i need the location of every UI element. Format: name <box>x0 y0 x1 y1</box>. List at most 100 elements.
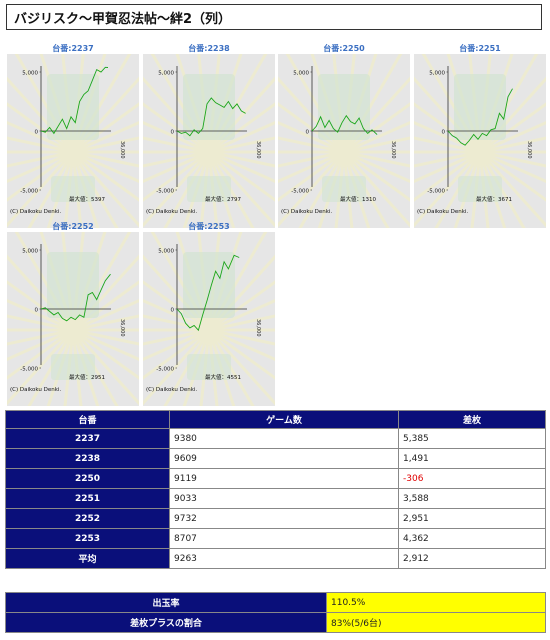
summary-label: 差枚プラスの割合 <box>5 612 327 633</box>
coin-diff: 1,491 <box>398 448 546 469</box>
y-tick-label: -5,000 <box>291 189 309 195</box>
graph-watermark-panel <box>187 354 231 380</box>
table-row: 2237 9380 5,385 <box>5 428 546 449</box>
copyright-label: (C) Daikoku Denki. <box>417 209 468 215</box>
x-end-label: 36,000 <box>119 319 125 337</box>
table-row: 2252 9732 2,951 <box>5 508 546 529</box>
game-count: 9609 <box>169 448 399 469</box>
slot-graph: 5,000 0 -5,000 36,000 最大値：5397 (C) Daikoku De… <box>7 54 139 228</box>
slot-graph: 5,000 0 -5,000 36,000 最大値：4551 (C) Daikoku De… <box>143 232 275 406</box>
slot-graph: 5,000 0 -5,000 36,000 最大値：3671 (C) Daikoku De… <box>414 54 546 228</box>
max-value-label: 最大値：2797 <box>205 195 241 203</box>
table-row: 2253 8707 4,362 <box>5 528 546 549</box>
max-value-label: 最大値：4551 <box>205 373 241 381</box>
machine-label: 台番:2251 <box>459 44 501 53</box>
y-tick-label: 0 <box>306 130 310 136</box>
graph-watermark-panel <box>322 176 366 202</box>
y-tick-label: -5,000 <box>20 367 38 373</box>
series-line <box>176 254 240 332</box>
slot-graph: 5,000 0 -5,000 36,000 最大値：2951 (C) Daikoku De… <box>7 232 139 406</box>
machine-table: 台番 ゲーム数 差枚 2237 9380 5,385 2238 9609 1,491 225… <box>5 410 546 569</box>
game-count: 9033 <box>169 488 399 509</box>
y-tick-label: 0 <box>442 130 446 136</box>
machine-label: 台番:2253 <box>188 222 230 231</box>
machine-label: 台番:2238 <box>188 44 230 53</box>
summary-label: 出玉率 <box>5 592 327 613</box>
summary-value: 83%(5/6台) <box>326 612 546 633</box>
coin-diff: 2,912 <box>398 548 546 569</box>
machine-number: 2252 <box>5 508 170 529</box>
graph-watermark-panel <box>183 252 235 318</box>
page-title: バジリスク～甲賀忍法帖～絆2（列） <box>14 12 232 27</box>
game-count: 9119 <box>169 468 399 489</box>
y-tick-label: -5,000 <box>156 367 174 373</box>
y-tick-label: 5,000 <box>429 71 445 77</box>
summary-row: 差枚プラスの割合 83%(5/6台) <box>5 612 546 633</box>
graph-watermark-panel <box>51 354 95 380</box>
machine-label: 台番:2252 <box>52 222 94 231</box>
max-value-label: 最大値：1310 <box>340 195 376 203</box>
max-value-label: 最大値：2951 <box>69 373 105 381</box>
copyright-label: (C) Daikoku Denki. <box>10 209 61 215</box>
slot-graph-panel: 台番:2250 5,000 0 -5,000 36,000 最大値：1310 (C) Dai… <box>278 43 410 228</box>
y-tick-label: 5,000 <box>22 71 38 77</box>
machine-number: 2237 <box>5 428 170 449</box>
table-header-row: 台番 ゲーム数 差枚 <box>5 410 546 429</box>
summary-row: 出玉率 110.5% <box>5 592 546 613</box>
summary-value: 110.5% <box>326 592 546 613</box>
header-diff: 差枚 <box>398 410 546 429</box>
x-end-label: 36,000 <box>255 141 261 159</box>
game-count: 9732 <box>169 508 399 529</box>
x-end-label: 36,000 <box>119 141 125 159</box>
coin-diff: 5,385 <box>398 428 546 449</box>
slot-graph: 5,000 0 -5,000 36,000 最大値：2797 (C) Daikoku De… <box>143 54 275 228</box>
machine-number: 2251 <box>5 488 170 509</box>
y-tick-label: 5,000 <box>293 71 309 77</box>
machine-number: 平均 <box>5 548 170 569</box>
y-tick-label: 0 <box>171 308 175 314</box>
table-row: 平均 9263 2,912 <box>5 548 546 569</box>
copyright-label: (C) Daikoku Denki. <box>146 387 197 393</box>
table-row: 2238 9609 1,491 <box>5 448 546 469</box>
game-count: 9380 <box>169 428 399 449</box>
y-tick-label: 0 <box>171 130 175 136</box>
y-tick-label: 5,000 <box>158 71 174 77</box>
machine-label: 台番:2237 <box>52 44 94 53</box>
graph-watermark-panel <box>47 252 99 318</box>
graph-watermark-panel <box>51 176 95 202</box>
graph-watermark-panel <box>454 74 506 140</box>
slot-graph-panel: 台番:2251 5,000 0 -5,000 36,000 最大値：3671 (C) Dai… <box>414 43 546 228</box>
series-line <box>40 273 111 322</box>
x-end-label: 36,000 <box>255 319 261 337</box>
copyright-label: (C) Daikoku Denki. <box>10 387 61 393</box>
coin-diff: 4,362 <box>398 528 546 549</box>
game-count: 8707 <box>169 528 399 549</box>
y-tick-label: -5,000 <box>20 189 38 195</box>
slot-graph: 5,000 0 -5,000 36,000 最大値：1310 (C) Daikoku De… <box>278 54 410 228</box>
machine-number: 2238 <box>5 448 170 469</box>
slot-graph-panel: 台番:2237 5,000 0 -5,000 36,000 最大値：5397 (C) Dai… <box>7 43 139 228</box>
summary-table: 出玉率 110.5% 差枚プラスの割合 83%(5/6台) <box>5 592 546 633</box>
coin-diff: 2,951 <box>398 508 546 529</box>
max-value-label: 最大値：5397 <box>69 195 105 203</box>
x-end-label: 36,000 <box>526 141 532 159</box>
header-games: ゲーム数 <box>169 410 399 429</box>
graph-watermark-panel <box>183 74 235 140</box>
y-tick-label: 0 <box>35 308 39 314</box>
graph-watermark-panel <box>187 176 231 202</box>
page-title-box: バジリスク～甲賀忍法帖～絆2（列） <box>6 4 542 30</box>
machine-label: 台番:2250 <box>323 44 365 53</box>
series-line <box>40 66 109 135</box>
coin-diff: 3,588 <box>398 488 546 509</box>
game-count: 9263 <box>169 548 399 569</box>
copyright-label: (C) Daikoku Denki. <box>281 209 332 215</box>
y-tick-label: -5,000 <box>427 189 445 195</box>
x-end-label: 36,000 <box>390 141 396 159</box>
graph-watermark-panel <box>458 176 502 202</box>
y-tick-label: 5,000 <box>158 249 174 255</box>
y-tick-label: 5,000 <box>22 249 38 255</box>
y-tick-label: 0 <box>35 130 39 136</box>
slot-graph-panel: 台番:2252 5,000 0 -5,000 36,000 最大値：2951 (C) Dai… <box>7 221 139 406</box>
coin-diff: -306 <box>398 468 546 489</box>
table-row: 2251 9033 3,588 <box>5 488 546 509</box>
